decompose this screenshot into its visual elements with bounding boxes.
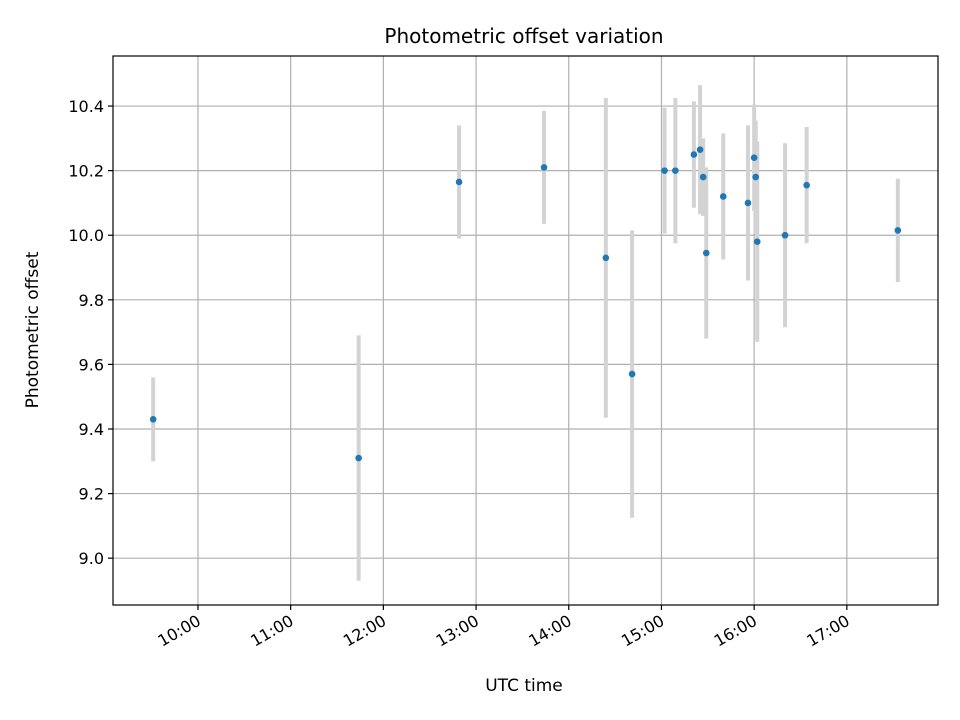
y-tick-label: 9.2 (79, 485, 104, 504)
data-point (894, 227, 902, 234)
data-point (602, 254, 610, 262)
x-tick-label: 15:00 (618, 611, 667, 651)
data-point (699, 173, 707, 181)
y-tick-label: 9.0 (79, 549, 104, 568)
x-tick-label: 12:00 (340, 611, 389, 651)
data-point (719, 193, 727, 200)
x-tick-label: 13:00 (433, 611, 482, 651)
error-bars (151, 85, 900, 581)
data-point (753, 238, 761, 245)
data-point (702, 249, 710, 257)
data-point (628, 370, 636, 378)
x-tick-label: 14:00 (525, 611, 574, 651)
x-tick-label: 17:00 (803, 611, 852, 651)
data-point (540, 164, 548, 171)
x-tick-label: 10:00 (155, 611, 204, 651)
data-point (803, 181, 810, 189)
y-axis-title: Photometric offset (23, 251, 43, 408)
data-point (744, 199, 752, 207)
grid (113, 56, 938, 605)
x-axis-ticks: 10:00 11:00 12:00 13:00 14:00 15:00 16:00 17:00 (155, 605, 853, 651)
data-point (455, 178, 463, 186)
data-point (355, 454, 362, 462)
y-tick-label: 9.6 (79, 355, 104, 374)
y-tick-label: 9.4 (79, 420, 104, 439)
data-point (750, 154, 758, 162)
x-tick-label: 16:00 (711, 611, 760, 651)
data-points (149, 146, 902, 462)
data-point (781, 231, 789, 239)
y-tick-label: 10.2 (68, 162, 104, 181)
data-point (672, 167, 679, 174)
data-point (661, 167, 668, 174)
y-tick-label: 10.4 (68, 97, 104, 116)
data-point (690, 151, 698, 158)
y-tick-label: 10.0 (68, 226, 104, 245)
data-point (752, 173, 759, 181)
data-point (149, 416, 157, 423)
y-axis-ticks: 9.0 9.2 9.4 9.6 9.8 10.0 10.2 10.4 (68, 97, 113, 568)
x-axis-title: UTC time (485, 676, 563, 696)
plot-area (112, 55, 939, 606)
x-tick-label: 11:00 (247, 611, 296, 651)
y-tick-label: 9.8 (79, 291, 104, 310)
chart-title: Photometric offset variation (384, 24, 663, 48)
data-point (696, 146, 704, 153)
